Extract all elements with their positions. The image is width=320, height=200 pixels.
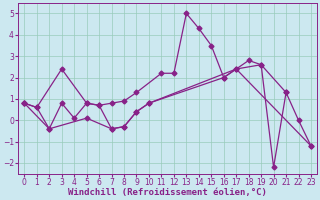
X-axis label: Windchill (Refroidissement éolien,°C): Windchill (Refroidissement éolien,°C) xyxy=(68,188,267,197)
